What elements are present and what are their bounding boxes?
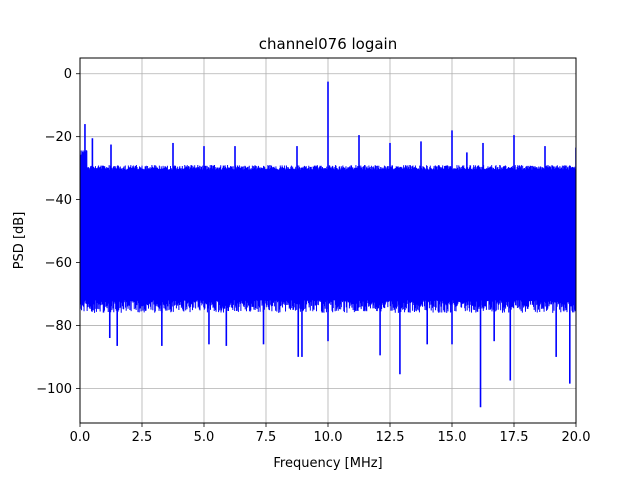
y-tick-label: 0 xyxy=(64,67,72,82)
x-axis-ticks: 0.0 2.5 5.0 7.5 10.0 12.5 15.0 17.5 20.0 xyxy=(70,423,591,445)
x-tick-label: 12.5 xyxy=(376,430,405,445)
y-tick-label: −20 xyxy=(45,130,72,145)
y-tick-label: −60 xyxy=(45,256,72,271)
psd-series xyxy=(80,81,576,408)
x-tick-label: 17.5 xyxy=(500,430,529,445)
x-tick-label: 0.0 xyxy=(70,430,91,445)
y-tick-label: −40 xyxy=(45,193,72,208)
y-tick-label: −100 xyxy=(36,382,72,397)
x-tick-label: 5.0 xyxy=(194,430,215,445)
x-tick-label: 20.0 xyxy=(562,430,591,445)
x-axis-label: Frequency [MHz] xyxy=(273,456,382,471)
chart-title: channel076 logain xyxy=(259,35,398,53)
y-axis-ticks: 0 −20 −40 −60 −80 −100 xyxy=(36,67,80,397)
x-tick-label: 15.0 xyxy=(438,430,467,445)
x-tick-label: 10.0 xyxy=(314,430,343,445)
x-tick-label: 2.5 xyxy=(132,430,153,445)
x-tick-label: 7.5 xyxy=(256,430,277,445)
y-axis-label: PSD [dB] xyxy=(12,212,27,270)
y-tick-label: −80 xyxy=(45,319,72,334)
